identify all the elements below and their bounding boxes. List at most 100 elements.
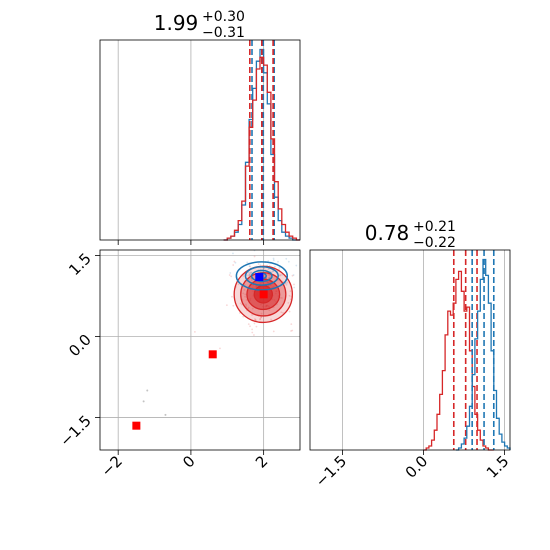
joint-sample-1-122 xyxy=(247,274,250,277)
joint-sample-2-26 xyxy=(244,293,247,296)
joint-sample-1-77 xyxy=(268,274,271,276)
joint-sample-1-99 xyxy=(293,286,296,289)
joint-outlier-point-3 xyxy=(164,413,167,416)
joint-sample-1-27 xyxy=(292,274,295,276)
marginal-2-title-plus: +0.21 xyxy=(413,219,456,235)
joint-marker-3 xyxy=(208,350,217,359)
marginal-1-title-minus: −0.31 xyxy=(202,25,245,41)
joint-sample-1-14 xyxy=(272,270,274,273)
joint-outlier-point-2 xyxy=(142,400,145,403)
joint-sample-2-129 xyxy=(288,310,291,313)
joint-sample-2-140 xyxy=(251,314,253,316)
joint-marker-2 xyxy=(259,290,268,299)
joint-sample-2-134 xyxy=(231,295,233,298)
joint-sample-1-153 xyxy=(247,271,250,274)
joint-sample-1-30 xyxy=(232,252,234,255)
marginal-1-title-value: 1.99 xyxy=(154,11,199,35)
joint-sample-1-142 xyxy=(249,277,252,280)
joint-sample-2-72 xyxy=(249,325,251,328)
marginal-2-xaxis-label-2: 0.0 xyxy=(402,452,432,482)
marginal-2-frame xyxy=(309,249,511,451)
joint-sample-1-51 xyxy=(268,276,271,279)
joint-frame xyxy=(99,249,301,451)
joint-outlier-point-1 xyxy=(146,389,149,392)
joint-sample-1-149 xyxy=(229,272,232,274)
joint-sample-2-56 xyxy=(233,260,236,263)
marginal-1-series-2-histogram xyxy=(223,56,300,241)
joint-sample-2-126 xyxy=(239,302,242,305)
joint-sample-2-8 xyxy=(282,311,284,314)
joint-sample-2-28 xyxy=(251,331,254,334)
joint-sample-1-159 xyxy=(279,274,282,277)
joint-blue-contour-level-3 xyxy=(244,266,279,286)
joint-yaxis-label-3: 1.5 xyxy=(65,250,95,280)
joint-sample-2-49 xyxy=(259,318,261,321)
joint-sample-2-54 xyxy=(219,347,221,350)
joint-sample-1-98 xyxy=(248,273,251,276)
joint-sample-2-93 xyxy=(244,295,246,298)
marginal-2-xaxis-label-1: −1.5 xyxy=(312,452,350,490)
joint-sample-2-32 xyxy=(232,304,235,307)
joint-sample-2-92 xyxy=(242,275,245,277)
marginal-2-title-minus: −0.22 xyxy=(413,235,456,251)
joint-sample-2-96 xyxy=(269,274,271,277)
joint-sample-2-55 xyxy=(247,323,250,326)
joint-sample-2-115 xyxy=(232,264,235,266)
joint-sample-2-34 xyxy=(243,289,246,291)
joint-sample-2-1 xyxy=(259,317,262,320)
joint-sample-2-3 xyxy=(237,283,240,286)
joint-sample-2-11 xyxy=(230,275,233,278)
joint-sample-2-127 xyxy=(254,319,257,321)
joint-sample-2-132 xyxy=(280,311,283,314)
joint-sample-2-147 xyxy=(254,318,256,320)
joint-xaxis-label-2: 0 xyxy=(179,452,198,471)
joint-sample-1-50 xyxy=(249,272,252,275)
joint-sample-2-110 xyxy=(228,274,231,276)
joint-sample-2-122 xyxy=(260,312,263,315)
marginal-1-panel xyxy=(99,39,301,245)
joint-yaxis-label-2: 0.0 xyxy=(65,331,95,361)
joint-sample-2-153 xyxy=(268,309,271,312)
joint-sample-1-54 xyxy=(285,257,288,260)
marginal-2-series-2-histogram xyxy=(455,258,511,451)
marginal-2-title: 0.78 xyxy=(365,221,410,245)
marginal-1-title-plus: +0.30 xyxy=(202,9,245,25)
joint-sample-2-37 xyxy=(249,265,252,268)
joint-sample-1-134 xyxy=(248,273,251,276)
marginal-1-series-1-histogram xyxy=(223,48,300,241)
joint-sample-2-102 xyxy=(281,297,283,299)
joint-sample-1-21 xyxy=(267,268,270,271)
joint-sample-2-135 xyxy=(263,274,266,277)
joint-sample-2-23 xyxy=(284,282,287,285)
joint-yaxis-label-1: −1.5 xyxy=(56,412,94,450)
joint-sample-1-36 xyxy=(250,271,252,274)
joint-sample-2-79 xyxy=(245,298,248,301)
joint-sample-2-131 xyxy=(279,296,282,299)
joint-sample-2-152 xyxy=(293,283,295,286)
joint-blue-contour-level-2 xyxy=(250,269,273,283)
marginal-1-title: 1.99 xyxy=(154,11,199,35)
joint-sample-2-21 xyxy=(247,306,250,309)
joint-sample-2-60 xyxy=(291,329,294,332)
joint-sample-2-24 xyxy=(288,294,291,297)
joint-sample-1-3 xyxy=(250,279,253,282)
joint-sample-2-84 xyxy=(267,273,270,276)
joint-sample-2-97 xyxy=(251,328,254,331)
joint-sample-1-80 xyxy=(295,264,298,267)
joint-marker-1 xyxy=(255,273,264,282)
joint-sample-2-41 xyxy=(253,255,256,258)
joint-sample-1-31 xyxy=(272,257,275,260)
joint-sample-1-22 xyxy=(234,261,237,264)
joint-sample-2-7 xyxy=(245,304,248,307)
joint-sample-2-77 xyxy=(270,318,272,321)
joint-sample-2-145 xyxy=(257,263,260,265)
joint-panel: −2 0 2 −1.5 0.0 1.5 xyxy=(56,249,301,480)
joint-sample-2-98 xyxy=(289,290,292,293)
marginal-2-series-1-histogram xyxy=(423,270,494,451)
joint-sample-1-156 xyxy=(281,273,283,276)
marginal-2-title-value: 0.78 xyxy=(365,221,410,245)
joint-blue-contour-level-4 xyxy=(235,261,289,291)
joint-sample-2-104 xyxy=(193,331,196,333)
joint-sample-2-111 xyxy=(260,316,263,319)
